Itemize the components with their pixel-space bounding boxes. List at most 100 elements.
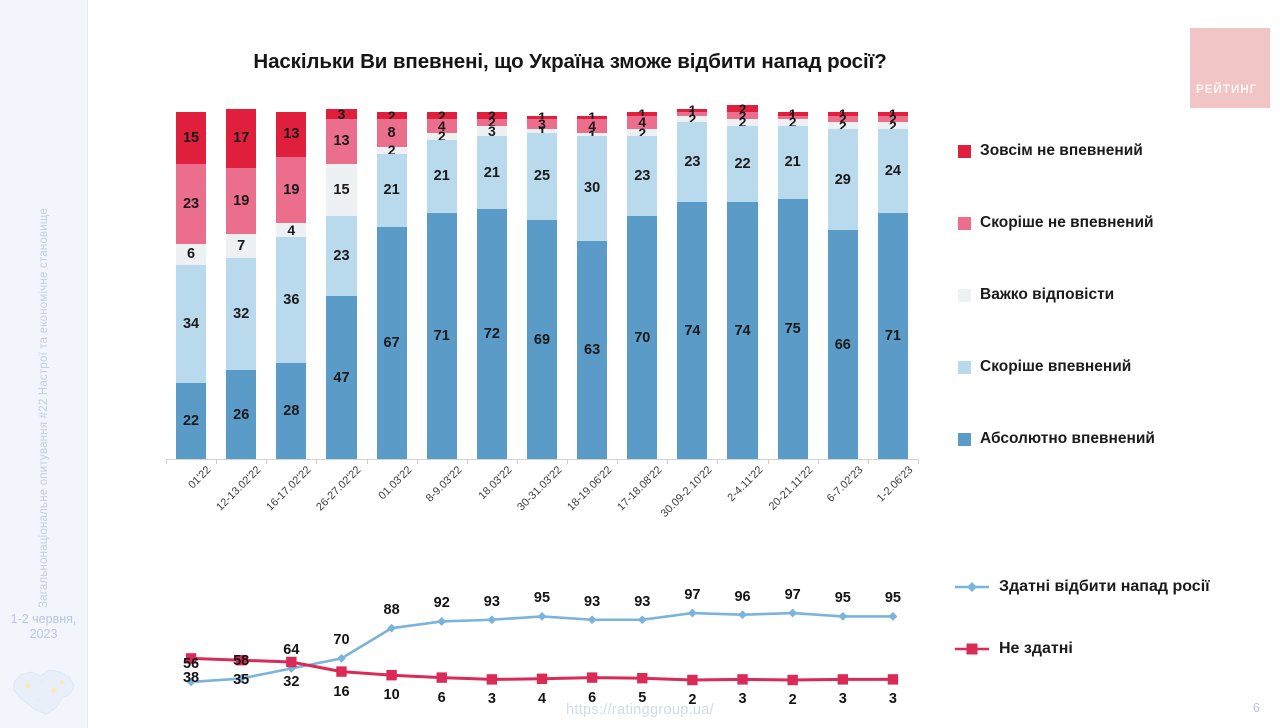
bar-segment: 2 (476, 115, 507, 129)
line-point-value: 16 (333, 683, 350, 700)
x-axis-label: 6-7.02'23 (824, 464, 866, 505)
bar-segment-value: 22 (182, 413, 200, 430)
bar-segment: 63 (577, 240, 608, 460)
line-data-marker (738, 610, 747, 620)
bar-segment-value: 75 (784, 321, 801, 338)
bar-segment: 19 (276, 157, 307, 224)
legend-item[interactable]: Абсолютно впевнений (958, 430, 1155, 448)
legend-item[interactable]: Здатні відбити напад росії (955, 578, 1210, 596)
line-point-value: 93 (584, 593, 601, 610)
bar-segment-value: 66 (834, 336, 851, 353)
bar-segment-value: 72 (483, 326, 500, 343)
bar-segment-value: 2 (838, 117, 847, 134)
bar-segment: 2 (777, 115, 808, 129)
bar-chart-tickmarks (166, 459, 919, 465)
bar-segment: 2 (426, 129, 457, 143)
bar-segment-value: 1 (688, 102, 697, 119)
bar-segment-value: 2 (387, 107, 396, 124)
legend-item-label: Не здатні (999, 640, 1073, 657)
line-data-marker (436, 672, 447, 683)
bar-segment: 2 (376, 143, 407, 157)
x-axis-label: 26-27.02'22 (314, 464, 364, 514)
line-point-value: 38 (182, 670, 200, 687)
ukraine-map-icon (13, 669, 75, 715)
bar-segment: 23 (627, 136, 658, 217)
bar-segment-value: 15 (182, 129, 200, 146)
bar-segment-value: 4 (287, 222, 296, 239)
legend-item[interactable]: Зовсім не впевнений (958, 142, 1143, 160)
legend-item-label: Скоріше не впевнений (980, 214, 1154, 231)
legend-item[interactable]: Скоріше не впевнений (958, 214, 1154, 232)
bar-segment: 71 (877, 212, 908, 460)
line-point-value: 97 (684, 587, 701, 604)
bar-segment: 15 (326, 164, 357, 217)
bar-segment-value: 2 (738, 114, 747, 131)
line-data-marker (486, 674, 498, 685)
bar-column: 3 13 15 23 47 (326, 107, 357, 460)
bar-segment: 2 (827, 112, 858, 126)
bar-segment: 2 (877, 119, 908, 133)
bar-segment: 3 (526, 117, 558, 131)
bar-segment-value: 1 (588, 126, 597, 143)
bar-segment: 6 (176, 244, 207, 266)
bar-segment: 22 (176, 383, 207, 460)
legend-item[interactable]: Важко відповісти (958, 286, 1114, 304)
line-data-marker (387, 623, 396, 633)
bar-segment-value: 2 (638, 124, 647, 141)
bar-segment: 2 (727, 102, 758, 116)
line-point-value: 95 (884, 590, 901, 607)
bar-segment: 1 (877, 107, 908, 121)
legend-item-label: Здатні відбити напад росії (999, 578, 1210, 595)
footer-url[interactable]: https://ratinggroup.ua/ (566, 702, 714, 718)
bar-segment-value: 1 (538, 123, 546, 140)
bar-segment: 1 (627, 107, 658, 121)
x-axis-label: 01'22 (186, 464, 214, 492)
bar-segment: 1 (526, 110, 558, 124)
bar-segment: 30 (577, 136, 608, 241)
bar-segment-value: 22 (734, 155, 751, 172)
bar-segment-value: 29 (834, 171, 851, 188)
bar-column: 2 4 2 21 71 (426, 107, 457, 460)
bar-segment-value: 36 (283, 291, 300, 308)
line-point-value: 93 (483, 593, 500, 610)
bar-segment: 25 (526, 132, 558, 220)
bar-segment: 17 (226, 108, 257, 168)
legend-color-swatch-icon (958, 216, 971, 230)
bar-segment-value: 28 (283, 403, 300, 420)
bar-segment-value: 74 (734, 322, 751, 339)
bar-segment: 21 (777, 125, 808, 199)
bar-segment: 75 (777, 199, 808, 460)
bar-segment-value: 1 (889, 105, 897, 122)
bar-segment: 3 (476, 124, 507, 138)
bar-segment: 2 (727, 109, 758, 123)
bar-segment: 67 (376, 226, 407, 460)
bar-segment-value: 4 (588, 117, 597, 134)
line-data-marker (286, 656, 297, 668)
bar-column: 15 23 6 34 22 (176, 112, 207, 460)
legend-color-swatch-icon (958, 144, 971, 158)
bar-segment: 1 (777, 110, 808, 124)
x-axis-label: 17-18.08'22 (615, 464, 665, 514)
line-point-value: 95 (834, 590, 851, 607)
line-point-value: 6 (437, 689, 446, 706)
x-axis-label: 2-4.11'22 (724, 464, 766, 505)
bar-segment-value: 19 (283, 182, 300, 199)
legend-item[interactable]: Не здатні (955, 640, 1073, 658)
bar-segment-value: 2 (437, 107, 446, 124)
bar-segment: 70 (627, 216, 658, 460)
bar-segment-value: 2 (437, 128, 446, 145)
line-data-marker (587, 615, 597, 625)
line-point-value: 92 (433, 595, 450, 612)
bar-segment-value: 69 (533, 331, 551, 348)
bar-segment: 29 (827, 129, 858, 231)
bar-segment-value: 2 (387, 142, 396, 159)
logo-label: РЕЙТИНГ (1196, 84, 1258, 96)
legend-item[interactable]: Скоріше впевнений (958, 358, 1131, 376)
slide-sidebar: Загальнонаціональне опитування #22 Настр… (0, 0, 88, 728)
line-point-value: 56 (182, 655, 200, 672)
line-data-marker (838, 612, 848, 621)
bar-segment: 24 (877, 129, 908, 213)
bar-segment-value: 23 (684, 154, 701, 171)
rating-group-logo: РЕЙТИНГ (1190, 28, 1270, 108)
bar-segment-value: 1 (538, 109, 546, 126)
